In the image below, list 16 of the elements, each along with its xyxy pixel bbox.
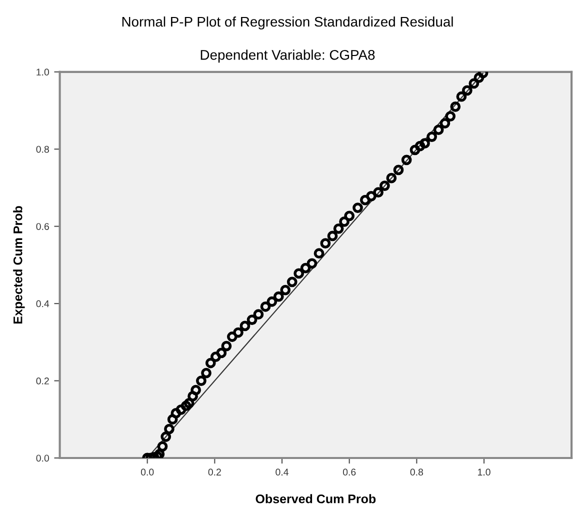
chart-title: Normal P-P Plot of Regression Standardized Residual: [122, 16, 453, 30]
chart-subtitle: Dependent Variable: CGPA8: [200, 50, 375, 63]
y-tick-label: 0.4: [36, 300, 50, 308]
x-tick-label: 0.0: [140, 468, 154, 476]
y-axis-title: Expected Cum Prob: [13, 206, 25, 324]
x-tick-label: 0.6: [342, 468, 356, 476]
x-tick-label: 0.2: [208, 468, 221, 476]
x-tick-label: 0.4: [276, 468, 288, 476]
y-tick-label: 0.8: [36, 146, 49, 153]
x-tick-label: 0.8: [410, 468, 424, 476]
x-tick-label: 1.0: [478, 468, 490, 476]
y-tick-label: 0.0: [36, 454, 50, 462]
y-tick-label: 0.6: [36, 223, 49, 230]
x-axis-title: Observed Cum Prob: [256, 494, 376, 504]
y-tick-label: 0.2: [36, 378, 49, 384]
y-tick-label: 1.0: [36, 68, 50, 76]
